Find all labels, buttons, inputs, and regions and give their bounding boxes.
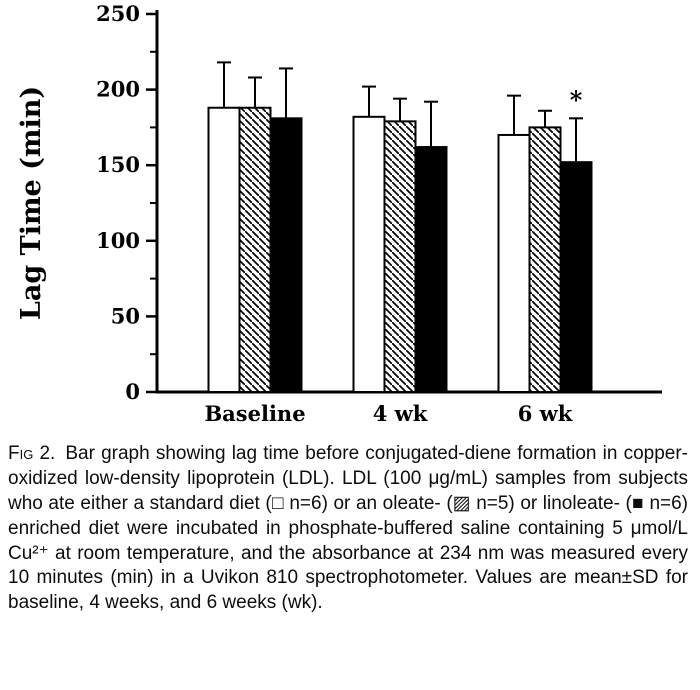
y-tick-label: 50 xyxy=(111,303,140,328)
bar-Baseline-s1 xyxy=(238,106,272,394)
y-tick-label: 200 xyxy=(96,77,140,102)
significance-asterisk: * xyxy=(570,85,583,114)
bar-Baseline-s2 xyxy=(269,117,303,393)
bar-Baseline-s0 xyxy=(207,106,241,394)
y-tick-label: 0 xyxy=(125,379,140,404)
bar-4wk-s0 xyxy=(352,115,386,393)
y-tick-label: 250 xyxy=(96,1,140,26)
bar-6wk-s2 xyxy=(559,161,593,393)
figure-label: Fig 2. xyxy=(8,443,56,464)
y-tick-label: 100 xyxy=(96,228,140,253)
bar-4wk-s2 xyxy=(414,146,448,393)
figure-caption: Fig 2. Bar graph showing lag time before … xyxy=(0,432,700,616)
y-axis-label: Lag Time (min) xyxy=(16,86,47,320)
bar-6wk-s1 xyxy=(528,126,562,394)
bar-4wk-s1 xyxy=(383,120,417,394)
figure-caption-text: Bar graph showing lag time before conjug… xyxy=(8,443,688,614)
x-category-label: 4 wk xyxy=(373,401,428,426)
bar-chart: 0 50 100 150 200 250 * Baseline 4 wk 6 wk Lag Time… xyxy=(16,1,662,426)
x-category-label: 6 wk xyxy=(518,401,573,426)
x-category-label: Baseline xyxy=(204,401,305,426)
bar-chart-svg: 0 50 100 150 200 250 * Baseline 4 wk 6 wk Lag Time… xyxy=(16,1,662,426)
figure-2: 0 50 100 150 200 250 * Baseline 4 wk 6 wk Lag Time… xyxy=(0,1,700,616)
y-tick-label: 150 xyxy=(96,152,140,177)
bar-6wk-s0 xyxy=(497,133,531,394)
